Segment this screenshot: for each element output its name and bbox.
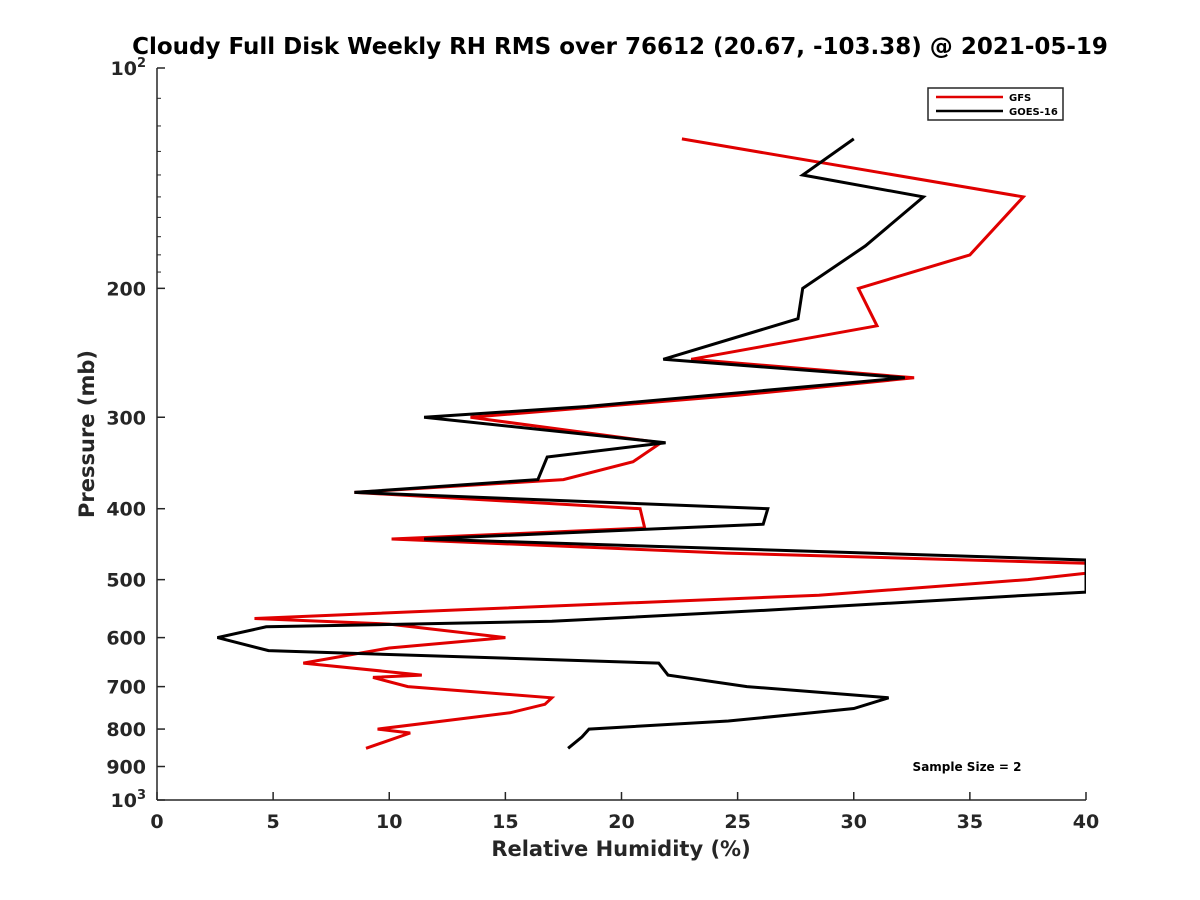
x-axis-label: Relative Humidity (%) xyxy=(491,837,750,861)
x-tick-label: 5 xyxy=(267,811,280,833)
y-tick-label: 900 xyxy=(106,757,146,779)
legend: GFS GOES-16 xyxy=(927,87,1064,121)
series-group xyxy=(217,137,1086,750)
x-tick-label: 10 xyxy=(376,811,402,833)
y-tick-label: 200 xyxy=(106,278,146,300)
y-tick-label: 103 xyxy=(111,788,147,812)
y-tick-label: 500 xyxy=(106,570,146,592)
y-tick-label: 600 xyxy=(106,628,146,650)
y-tick-label: 102 xyxy=(111,56,147,80)
legend-label: GOES-16 xyxy=(1009,107,1058,118)
series-line-gfs xyxy=(254,137,1086,750)
x-tick-label: 15 xyxy=(492,811,518,833)
x-tick-label: 30 xyxy=(841,811,867,833)
y-tick-label: 800 xyxy=(106,719,146,741)
y-tick-label: 700 xyxy=(106,677,146,699)
y-axis-label: Pressure (mb) xyxy=(75,350,99,518)
series-line-goes-16 xyxy=(217,137,1086,750)
sample-size-annotation: Sample Size = 2 xyxy=(913,760,1022,774)
x-tick-label: 25 xyxy=(724,811,750,833)
x-tick-label: 40 xyxy=(1073,811,1099,833)
x-tick-label: 35 xyxy=(957,811,983,833)
legend-label: GFS xyxy=(1009,93,1031,104)
legend-box xyxy=(927,87,1064,121)
chart-title: Cloudy Full Disk Weekly RH RMS over 7661… xyxy=(132,34,1108,60)
y-tick-label: 300 xyxy=(106,407,146,429)
x-tick-label: 0 xyxy=(150,811,163,833)
plot-area: 0 5 10 15 20 25 30 35 40 102 200 300 400 500 600 700 800… xyxy=(106,56,1099,833)
y-tick-label: 400 xyxy=(106,499,146,521)
x-tick-label: 20 xyxy=(608,811,634,833)
